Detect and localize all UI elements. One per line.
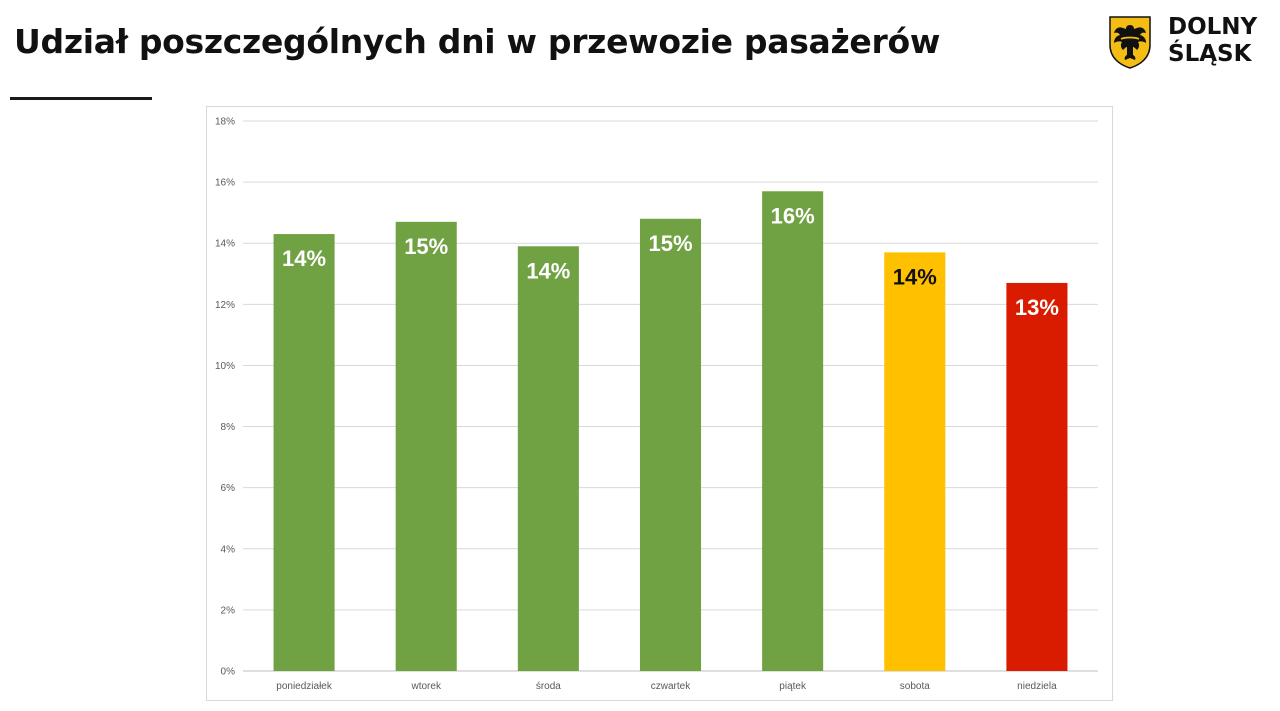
x-tick-label: czwartek bbox=[651, 681, 691, 692]
logo-text-line1: DOLNY bbox=[1168, 14, 1258, 40]
bar bbox=[762, 191, 824, 671]
data-label: 14% bbox=[526, 258, 570, 283]
y-tick-label: 2% bbox=[221, 605, 236, 616]
bar bbox=[395, 221, 457, 671]
data-label: 15% bbox=[404, 234, 448, 259]
x-tick-label: wtorek bbox=[410, 681, 441, 692]
data-label: 13% bbox=[1015, 295, 1059, 320]
y-tick-label: 8% bbox=[221, 422, 236, 433]
y-tick-label: 14% bbox=[215, 239, 235, 250]
y-tick-label: 16% bbox=[215, 178, 235, 189]
x-tick-label: piątek bbox=[779, 681, 807, 692]
y-tick-label: 0% bbox=[221, 667, 236, 678]
bar-chart: 0% 2% 4% 6% 8% 10% 12% 14% 16% 18% 14% poniedziałek… bbox=[215, 117, 1098, 692]
x-tick-label: niedziela bbox=[1017, 681, 1057, 692]
data-label: 14% bbox=[893, 264, 937, 289]
x-tick-label: środa bbox=[536, 681, 561, 692]
y-tick-label: 12% bbox=[215, 300, 235, 311]
y-tick-label: 18% bbox=[215, 117, 235, 128]
chart-area: 0% 2% 4% 6% 8% 10% 12% 14% 16% 18% 14% poniedziałek… bbox=[206, 106, 1113, 701]
x-tick-label: poniedziałek bbox=[276, 681, 333, 692]
y-tick-label: 4% bbox=[221, 544, 236, 555]
page-title: Udział poszczególnych dni w przewozie pa… bbox=[14, 22, 941, 61]
data-label: 15% bbox=[648, 231, 692, 256]
bar bbox=[884, 252, 946, 671]
x-tick-label: sobota bbox=[900, 681, 930, 692]
logo-text-line2: ŚLĄSK bbox=[1168, 41, 1252, 67]
bar bbox=[273, 234, 335, 672]
data-label: 14% bbox=[282, 246, 326, 271]
logo: DOLNY ŚLĄSK bbox=[1108, 13, 1273, 73]
data-label: 16% bbox=[771, 203, 815, 228]
bar bbox=[1006, 282, 1068, 671]
y-tick-label: 10% bbox=[215, 361, 235, 372]
y-tick-label: 6% bbox=[221, 483, 236, 494]
title-underline bbox=[10, 97, 152, 100]
bar bbox=[517, 246, 579, 671]
eagle-coat-of-arms-icon bbox=[1109, 16, 1151, 69]
bar bbox=[639, 218, 702, 671]
